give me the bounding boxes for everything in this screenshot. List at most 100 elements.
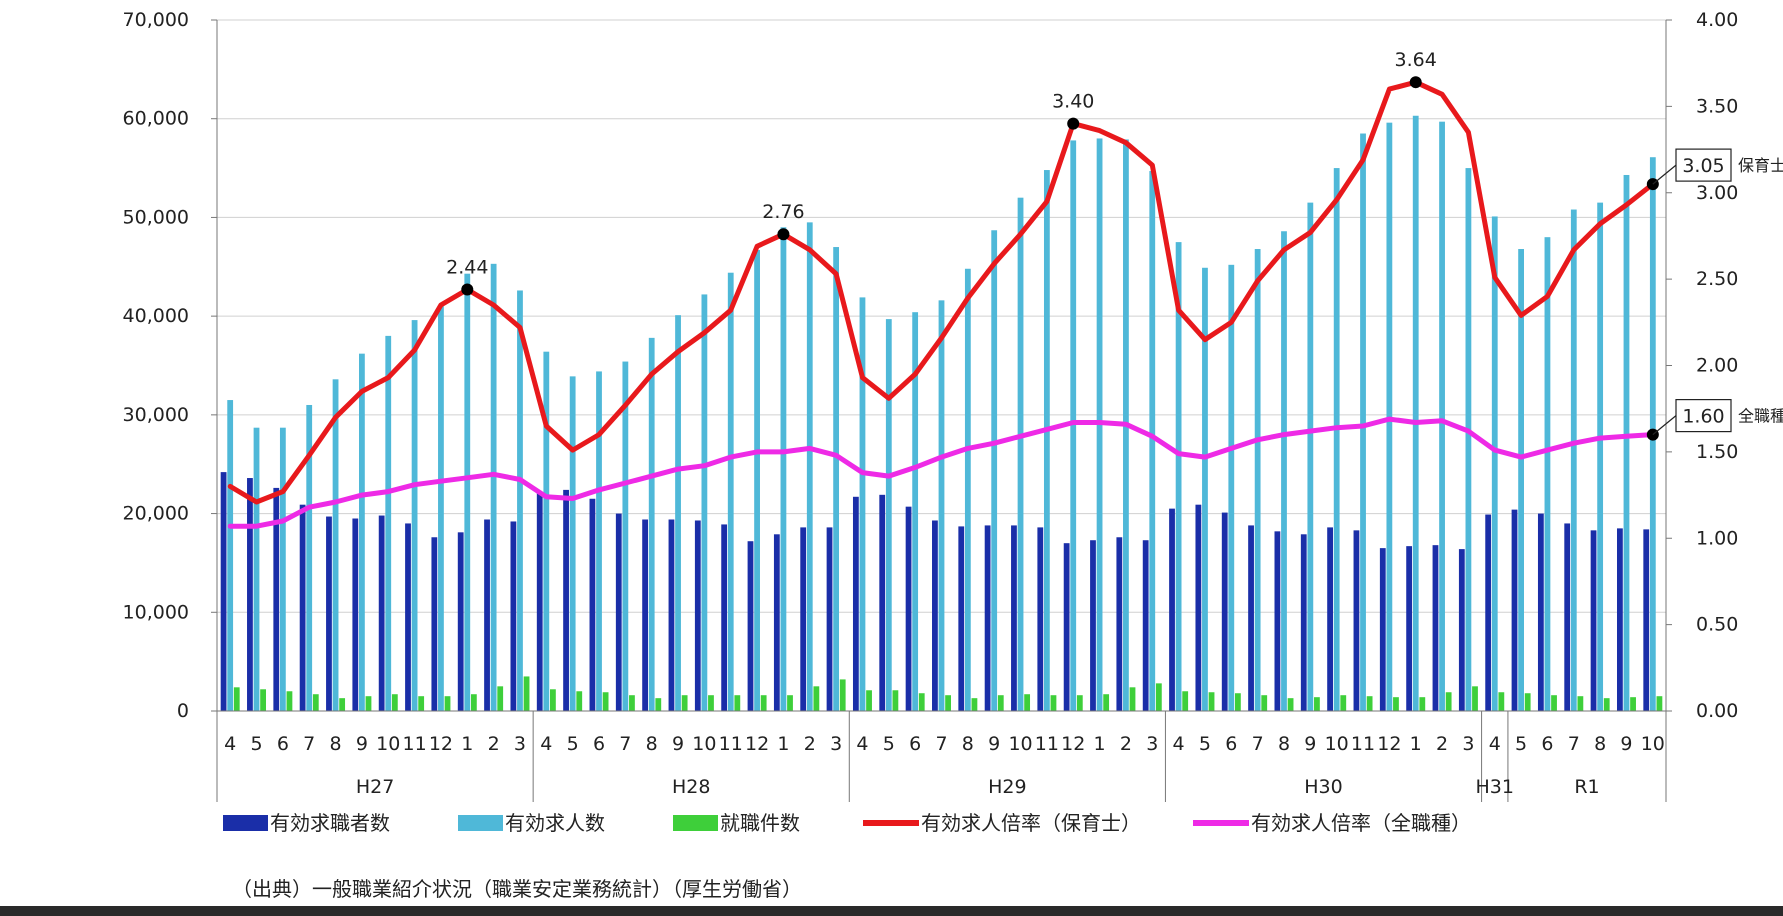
bar-job-seekers [1169, 508, 1175, 711]
left-tick-label: 0 [177, 700, 189, 722]
bar-job-seekers [1353, 530, 1360, 711]
bar-job-openings [1175, 242, 1182, 711]
labels: 2.44 2.76 3.40 3.64 3.05 保育士 1.60 全職種 [446, 49, 1783, 441]
peak-marker [777, 228, 790, 241]
month-tick-label: 7 [1568, 733, 1580, 755]
bar-placements [391, 694, 398, 711]
bar-placements [470, 694, 477, 711]
left-tick-label: 20,000 [123, 503, 189, 525]
bar-job-openings [1043, 170, 1050, 711]
bar-job-seekers [747, 541, 754, 711]
month-tick-label: 11 [1351, 733, 1375, 755]
bar-job-seekers [721, 524, 728, 711]
bar-placements [233, 687, 240, 711]
bar-job-openings [279, 427, 286, 711]
month-tick-label: 4 [1173, 733, 1185, 755]
end-value-box [1675, 148, 1732, 182]
bar-job-openings [1281, 231, 1287, 711]
left-tick-label: 60,000 [123, 108, 189, 130]
bar-job-seekers [800, 527, 807, 711]
bar-placements [813, 686, 820, 711]
bar-job-seekers [1485, 514, 1492, 711]
bar-job-openings [1544, 237, 1551, 711]
month-tick-label: 12 [745, 733, 769, 755]
bar-job-seekers [1511, 509, 1518, 711]
bar-job-openings [1360, 133, 1366, 711]
bar-job-openings [1228, 264, 1235, 711]
bar-job-openings [332, 379, 339, 711]
month-tick-label: 9 [356, 733, 368, 755]
right-tick-label: 3.50 [1696, 95, 1738, 117]
bar-placements [945, 695, 951, 711]
bar-job-seekers [615, 513, 622, 711]
bar-job-seekers [273, 487, 280, 711]
bar-placements [1182, 691, 1189, 711]
bar-job-openings [1518, 249, 1524, 711]
peak-data-label: 3.40 [1052, 91, 1094, 113]
bar-job-openings [622, 361, 629, 711]
right-tick-label: 3.00 [1696, 182, 1738, 204]
bar-placements [760, 695, 767, 711]
bar-job-openings [964, 268, 971, 711]
bar-placements [1050, 695, 1057, 711]
bar-job-openings [885, 319, 892, 711]
month-tick-label: 6 [593, 733, 605, 755]
legend-placements-swatch [673, 815, 718, 831]
month-tick-label: 1 [1094, 733, 1106, 755]
end-value-label: 1.60 [1682, 406, 1724, 428]
month-tick-label: 1 [461, 733, 473, 755]
year-label: H31 [1476, 776, 1514, 798]
bar-job-seekers [1090, 540, 1096, 711]
month-tick-label: 7 [619, 733, 631, 755]
bar-placements [1129, 687, 1136, 711]
legend-job-openings: 有効求人数 [505, 811, 605, 835]
bar-job-seekers [642, 519, 649, 711]
left-tick-label: 70,000 [123, 9, 189, 31]
month-tick-label: 5 [883, 733, 895, 755]
legend-all-jobs-ratio: 有効求人倍率（全職種） [1251, 811, 1471, 835]
bar-job-seekers [1537, 513, 1544, 711]
bar-job-seekers [694, 520, 701, 711]
bar-job-openings [1017, 197, 1024, 711]
bar-job-openings [701, 294, 708, 711]
bar-placements [550, 689, 556, 711]
bar-job-openings [411, 320, 418, 711]
bar-placements [839, 679, 846, 711]
bar-placements [444, 696, 451, 711]
bar-job-openings [1333, 168, 1340, 712]
bar-job-seekers [484, 519, 490, 711]
bar-placements [1419, 697, 1426, 711]
bar-job-seekers [1432, 545, 1439, 711]
bar-job-seekers [299, 504, 306, 711]
month-tick-label: 3 [1462, 733, 1474, 755]
end-series-label: 保育士 [1738, 156, 1783, 175]
month-tick-label: 10 [1325, 733, 1349, 755]
month-tick-label: 8 [962, 733, 974, 755]
bar-placements [629, 695, 635, 711]
month-tick-label: 7 [1252, 733, 1264, 755]
bar-job-seekers [1300, 534, 1307, 711]
axes: 0 10,000 20,000 30,000 40,000 50,000 60,000 70,… [123, 9, 1738, 802]
source-note: （出典）一般職業紹介状況（職業安定業務統計）（厚生労働省） [232, 877, 802, 901]
bar-placements [1340, 695, 1347, 711]
bar-placements [1445, 692, 1452, 711]
bar-placements [1287, 698, 1294, 711]
bar-job-seekers [1590, 530, 1597, 711]
bar-placements [418, 696, 425, 711]
right-tick-label: 2.50 [1696, 268, 1738, 290]
bar-placements [734, 695, 741, 711]
month-tick-label: 7 [303, 733, 315, 755]
bar-job-openings [1149, 171, 1156, 712]
window-bottom-bar [0, 906, 1783, 916]
bar-placements [1498, 692, 1505, 711]
month-tick-label: 9 [1304, 733, 1316, 755]
bar-job-openings [806, 222, 813, 711]
bar-job-openings [1491, 216, 1498, 712]
bar-placements [523, 676, 530, 711]
month-tick-label: 9 [1620, 733, 1632, 755]
bar-placements [1656, 696, 1663, 711]
bar-job-openings [1202, 267, 1208, 711]
month-tick-label: 10 [1641, 733, 1665, 755]
bar-job-seekers [1011, 525, 1017, 711]
